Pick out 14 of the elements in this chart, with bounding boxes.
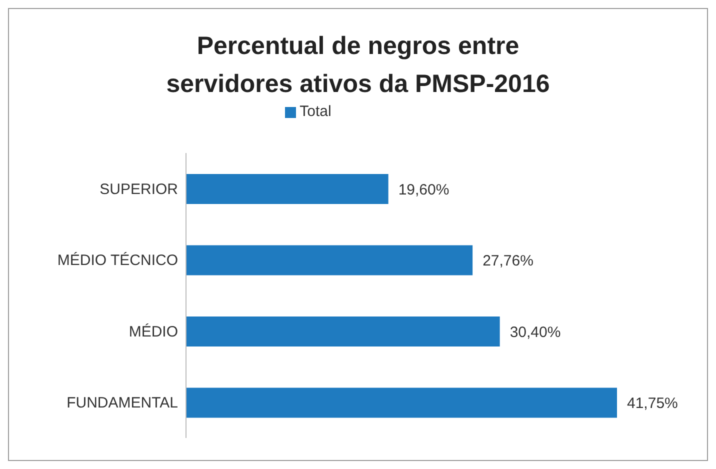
data-label: 41,75% xyxy=(627,395,678,412)
bar xyxy=(186,174,388,204)
data-label: 30,40% xyxy=(510,324,561,341)
bar xyxy=(186,245,473,276)
data-label: 19,60% xyxy=(398,181,450,198)
legend-label: Total xyxy=(300,103,332,120)
bar xyxy=(186,316,500,346)
y-tick-label: MÉDIO xyxy=(128,322,178,340)
y-tick-label: SUPERIOR xyxy=(100,180,178,198)
bar xyxy=(186,388,617,418)
data-label: 27,76% xyxy=(482,252,534,270)
chart-title: Percentual de negros entre servidores ativos da PMSP-2016 xyxy=(165,31,551,100)
y-tick-label: MÉDIO TÉCNICO xyxy=(57,251,178,270)
y-tick-label: FUNDAMENTAL xyxy=(66,394,178,412)
